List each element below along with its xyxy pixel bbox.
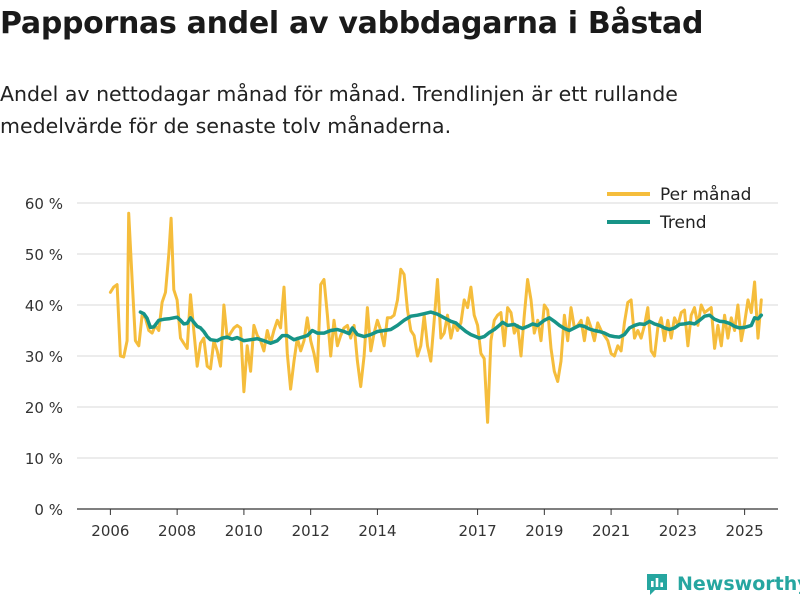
x-axis: 2006 2008 2010 2012 2014 2017 2019 2021 2023 2025 <box>91 509 764 540</box>
legend-label: Per månad <box>660 184 751 205</box>
x-tick-label: 2023 <box>659 522 697 540</box>
series-line-trend <box>138 310 764 346</box>
y-tick-label: 50 % <box>25 246 63 264</box>
gridlines <box>77 202 778 510</box>
y-axis-ticks: 0 % 10 % 20 % 30 % 40 % 50 % 60 % <box>25 195 63 519</box>
y-tick-label: 0 % <box>34 501 63 519</box>
y-tick-label: 30 % <box>25 348 63 366</box>
y-tick-label: 20 % <box>25 399 63 417</box>
x-tick-label: 2008 <box>158 522 196 540</box>
x-tick-label: 2012 <box>292 522 330 540</box>
brand-name: Newsworthy <box>677 573 800 595</box>
x-tick-label: 2017 <box>458 522 496 540</box>
series-line-per-manad <box>108 211 763 424</box>
x-tick-label: 2014 <box>358 522 396 540</box>
x-tick-label: 2025 <box>726 522 764 540</box>
newsworthy-logo-icon <box>647 574 667 595</box>
x-tick-label: 2019 <box>525 522 563 540</box>
legend-label: Trend <box>659 213 707 233</box>
x-tick-label: 2006 <box>91 522 129 540</box>
brand-logo: Newsworthy <box>645 570 800 598</box>
y-tick-label: 40 % <box>25 297 63 315</box>
series-lines <box>108 211 764 424</box>
x-tick-label: 2021 <box>592 522 630 540</box>
x-tick-label: 2010 <box>225 522 263 540</box>
legend: Per månad Trend <box>607 184 751 233</box>
y-tick-label: 10 % <box>25 450 63 468</box>
chart-title: Pappornas andel av vabbdagarna i Båstad <box>0 6 704 41</box>
chart-subtitle: Andel av nettodagar månad för månad. Tre… <box>0 82 678 138</box>
y-tick-label: 60 % <box>25 195 63 213</box>
